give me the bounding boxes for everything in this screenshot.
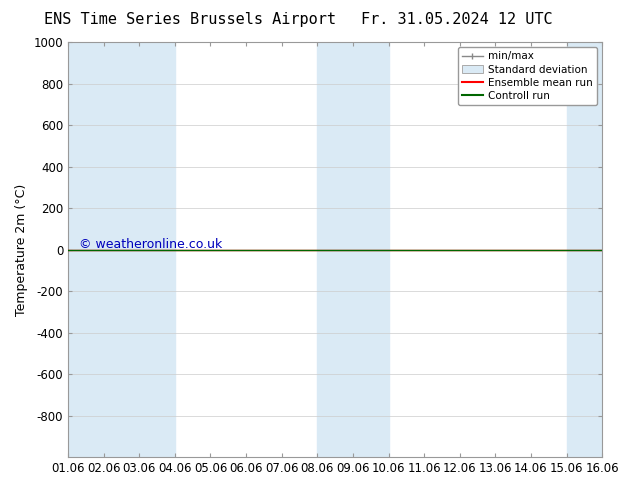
Bar [68,42,139,457]
Text: Fr. 31.05.2024 12 UTC: Fr. 31.05.2024 12 UTC [361,12,552,27]
Bar [317,42,389,457]
Y-axis label: Temperature 2m (°C): Temperature 2m (°C) [15,183,28,316]
Legend: min/max, Standard deviation, Ensemble mean run, Controll run: min/max, Standard deviation, Ensemble me… [458,47,597,105]
Text: © weatheronline.co.uk: © weatheronline.co.uk [79,238,222,250]
Text: ENS Time Series Brussels Airport: ENS Time Series Brussels Airport [44,12,336,27]
Bar [139,42,175,457]
Bar [567,42,634,457]
